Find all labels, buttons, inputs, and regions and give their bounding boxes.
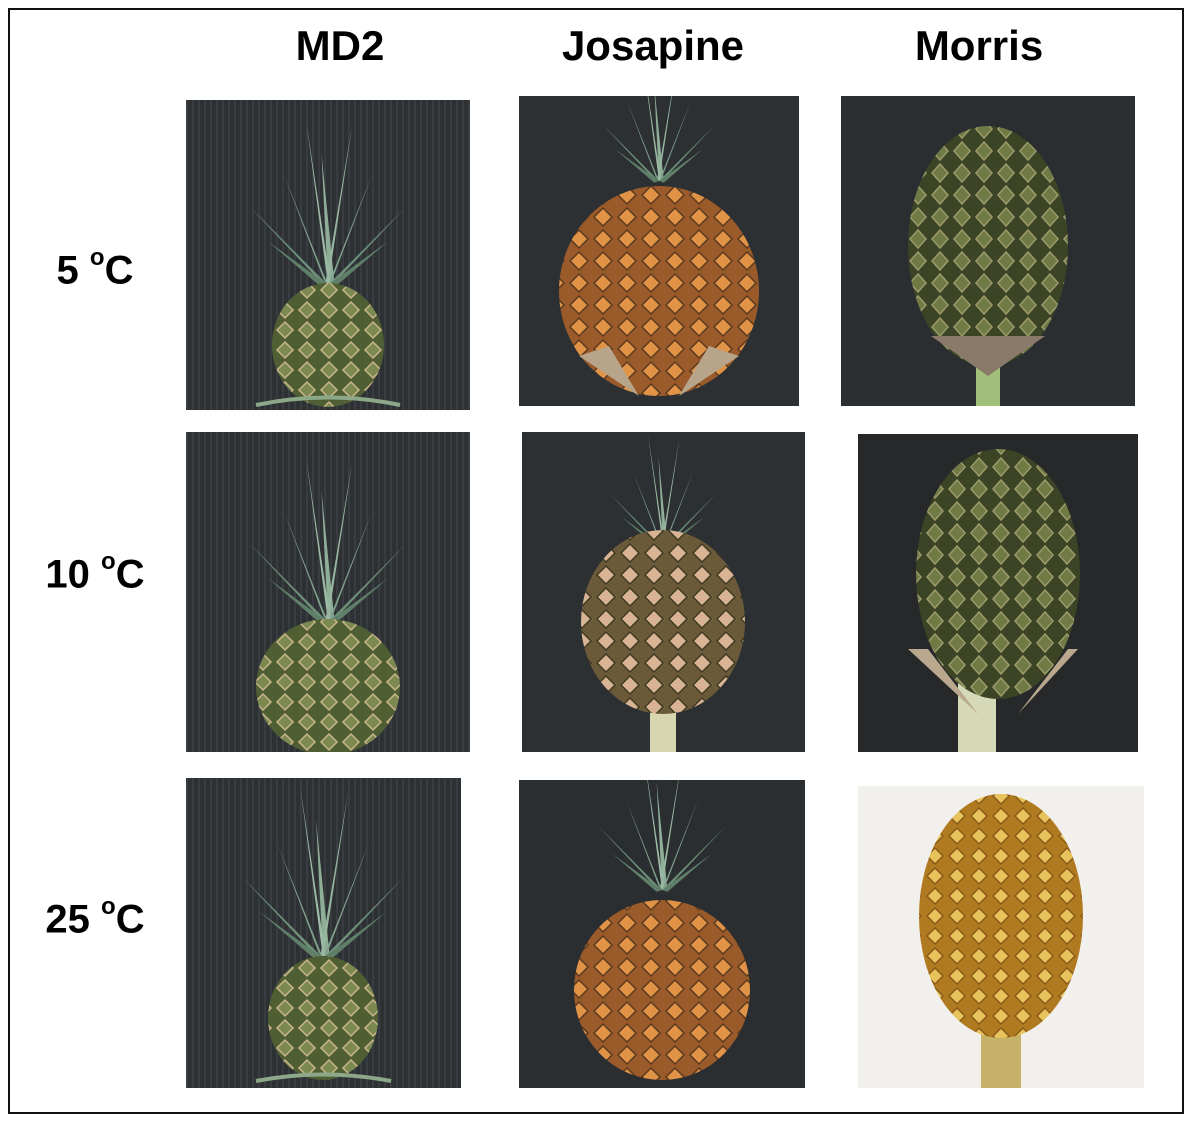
photo-josapine-5c [519,96,799,406]
photo-morris-25c [858,786,1144,1088]
photo-josapine-10c [522,432,805,752]
photo-md2-25c [186,778,461,1088]
photo-md2-5c [186,100,470,410]
figure-frame [8,8,1184,1114]
row-header-10c: 10 oC [20,548,170,597]
column-header-josapine: Josapine [561,22,745,69]
photo-md2-10c [186,432,470,752]
row-unit: C [115,897,145,942]
column-header-md2: MD2 [295,22,385,69]
column-header-morris: Morris [914,22,1044,69]
row-header-5c: 5 oC [20,244,170,293]
row-header-25c: 25 oC [20,893,170,942]
degree-sup: o [89,244,105,271]
photo-morris-5c [841,96,1135,406]
degree-sup: o [101,548,116,575]
row-value: 10 [45,552,90,597]
row-value: 5 [56,248,79,293]
row-value: 25 [45,897,90,942]
photo-josapine-25c [519,780,805,1088]
row-unit: C [104,248,134,293]
row-unit: C [115,552,145,597]
photo-morris-10c [858,434,1138,752]
degree-sup: o [101,893,116,920]
